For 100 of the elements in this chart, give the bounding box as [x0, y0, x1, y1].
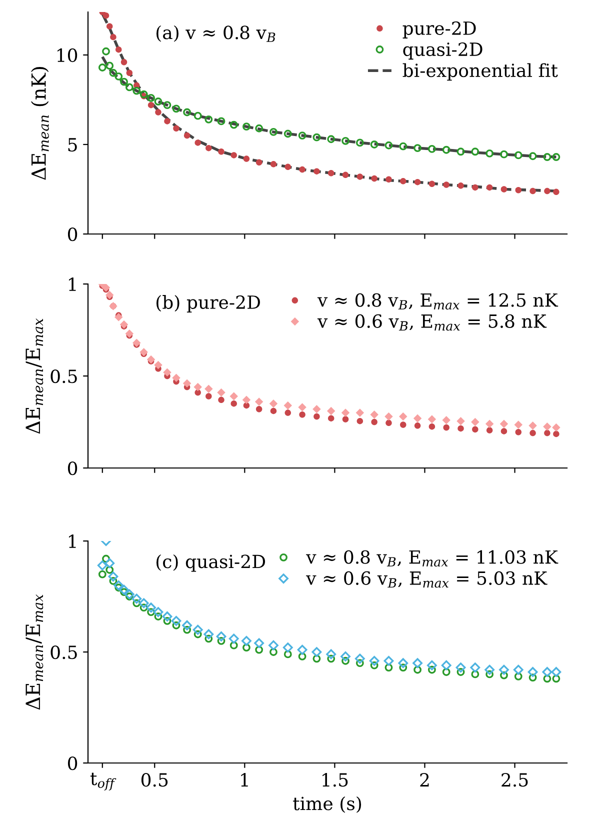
- point: [194, 112, 202, 120]
- point: [485, 420, 494, 428]
- point: [132, 338, 141, 348]
- point: [270, 128, 278, 136]
- point: [105, 290, 114, 300]
- point: [528, 674, 537, 682]
- point: [242, 396, 251, 404]
- point: [114, 584, 123, 592]
- point: [399, 664, 408, 672]
- point: [384, 412, 393, 421]
- point: [162, 612, 172, 622]
- point: [270, 648, 278, 656]
- point: [326, 649, 336, 660]
- point: [414, 144, 422, 152]
- point: [114, 72, 123, 80]
- point: [218, 396, 224, 404]
- point: [342, 172, 349, 178]
- point: [155, 109, 162, 116]
- point: [458, 425, 464, 432]
- point: [230, 400, 237, 407]
- point: [370, 410, 378, 419]
- y-axis-title: ΔE$_{mean}$/E$_{max}$: [26, 594, 44, 710]
- point: [514, 672, 522, 680]
- point: [327, 654, 336, 663]
- point: [217, 636, 226, 645]
- point: [472, 184, 478, 191]
- point: [342, 656, 350, 665]
- point: [254, 638, 264, 648]
- point: [270, 161, 277, 168]
- point: [456, 148, 465, 156]
- point: [172, 621, 180, 630]
- point: [371, 418, 378, 426]
- point: [104, 558, 115, 568]
- point: [194, 630, 202, 638]
- point: [269, 399, 278, 408]
- point: [206, 144, 212, 152]
- point: [356, 174, 364, 180]
- point: [163, 616, 172, 625]
- point: [98, 64, 106, 72]
- point: [125, 83, 134, 92]
- legend-label: v ≈ 0.8 v$_{B}$, E$_{max}$ = 12.5 nK: [317, 293, 558, 310]
- point: [398, 658, 408, 668]
- point: [369, 656, 380, 666]
- point: [125, 330, 134, 338]
- point: [124, 589, 134, 600]
- x-tick-label: 1: [241, 773, 248, 786]
- point: [97, 560, 108, 570]
- point: [428, 180, 436, 187]
- point: [242, 122, 250, 131]
- point: [146, 355, 156, 364]
- point: [298, 652, 306, 660]
- x-tick-label: t$_{off}$: [90, 772, 116, 790]
- point: [140, 604, 148, 612]
- point: [486, 670, 494, 678]
- point: [442, 416, 450, 424]
- point: [414, 178, 421, 186]
- x-tick-label: 2: [420, 773, 429, 786]
- point: [297, 644, 308, 655]
- point: [138, 598, 149, 608]
- point: [471, 148, 480, 156]
- point: [499, 664, 509, 675]
- point: [194, 382, 202, 392]
- point: [153, 607, 164, 617]
- point: [544, 188, 550, 194]
- point: [120, 588, 128, 596]
- point: [204, 629, 214, 640]
- point: [172, 104, 180, 113]
- point: [458, 182, 464, 189]
- point: [500, 671, 508, 680]
- point: [119, 584, 129, 595]
- point: [284, 401, 292, 410]
- y-tick-label: 10: [58, 48, 78, 62]
- point: [106, 566, 114, 574]
- point: [328, 415, 334, 422]
- point: [284, 130, 292, 138]
- point: [530, 430, 536, 436]
- point: [314, 413, 320, 420]
- point: [552, 423, 560, 432]
- point: [370, 140, 378, 148]
- x-axis-title: time (s): [293, 796, 362, 813]
- point: [456, 416, 465, 426]
- point: [154, 98, 162, 106]
- point: [147, 94, 155, 102]
- point: [255, 124, 264, 132]
- point: [542, 667, 552, 677]
- point: [298, 132, 306, 140]
- point: [386, 176, 392, 183]
- point: [218, 148, 224, 155]
- point: [255, 646, 264, 654]
- point: [528, 422, 537, 430]
- point: [399, 142, 408, 150]
- point: [230, 641, 238, 650]
- point: [173, 125, 180, 132]
- point: [543, 674, 552, 683]
- point: [371, 175, 378, 182]
- y-tick-label: 1: [68, 534, 76, 548]
- point: [120, 320, 128, 329]
- point: [428, 415, 436, 424]
- point: [115, 46, 122, 53]
- point: [356, 138, 364, 147]
